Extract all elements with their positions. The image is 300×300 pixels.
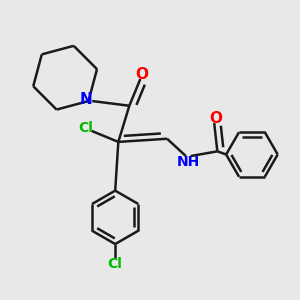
Text: Cl: Cl xyxy=(108,257,123,272)
Text: NH: NH xyxy=(177,155,200,169)
Text: Cl: Cl xyxy=(79,121,93,135)
Text: O: O xyxy=(135,67,148,82)
Text: N: N xyxy=(80,92,92,107)
Text: O: O xyxy=(209,111,222,126)
